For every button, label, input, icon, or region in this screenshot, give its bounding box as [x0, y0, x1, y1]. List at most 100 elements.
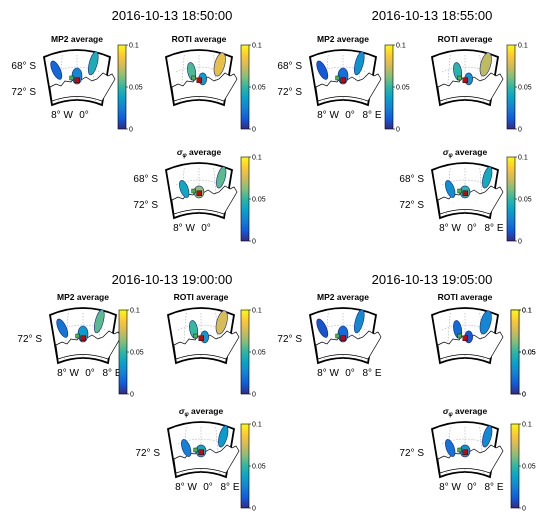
- station-marker: [335, 333, 340, 339]
- colorbar-tick-label: 0.05: [252, 464, 266, 471]
- station-marker: [462, 335, 468, 341]
- lon-label: 8° E: [362, 110, 381, 121]
- coastline: [315, 72, 382, 102]
- colorbar-bar: [506, 156, 516, 242]
- data-blob: [216, 166, 227, 189]
- station-marker: [340, 335, 346, 341]
- colorbar-tick-label: 0.05: [130, 350, 144, 357]
- colorbar: 0.1 0.05 0: [506, 43, 532, 134]
- data-blob: [482, 425, 493, 448]
- colorbar-tick-label: 0: [396, 127, 400, 134]
- station-marker: [80, 335, 86, 341]
- station-marker: [462, 77, 468, 83]
- colorbar-tick-label: 0: [252, 392, 256, 399]
- panel-title: ROTI average: [174, 292, 229, 302]
- lon-label: 8° W: [175, 482, 197, 493]
- station-marker: [335, 75, 340, 81]
- colorbar-tick-label: 0.1: [396, 43, 406, 50]
- lon-label: 8° E: [220, 482, 239, 493]
- colorbar: 0.1 0.05 0: [510, 308, 536, 399]
- colorbar-tick-label: 0.05: [129, 85, 143, 92]
- colorbar-bar: [240, 423, 250, 509]
- panel-title: σφ average: [443, 147, 488, 159]
- lon-label: 0°: [467, 223, 477, 234]
- data-blob: [94, 309, 105, 334]
- lon-label: 8° E: [484, 482, 503, 493]
- colorbar-bar: [510, 423, 520, 509]
- lat-label: 72° S: [17, 334, 42, 345]
- colorbar: 0.1 0.05 0: [384, 43, 410, 134]
- lat-label: 68° S: [277, 61, 302, 72]
- station-marker: [69, 75, 74, 81]
- colorbar-tick-label: 0.05: [522, 464, 536, 471]
- colorbar-bar: [240, 309, 250, 395]
- map-panel: MP2 average 72° S 8° W 0° 8° E: [17, 292, 121, 379]
- lat-label: 72° S: [399, 448, 424, 459]
- colorbar-tick-label: 0.1: [252, 43, 262, 50]
- station-marker: [340, 77, 346, 83]
- coastline: [171, 72, 238, 102]
- sigma-suffix: average: [187, 147, 222, 157]
- station-marker: [193, 333, 198, 339]
- lat-label: 72° S: [399, 200, 424, 211]
- colorbar-tick-label: 0: [518, 127, 522, 134]
- lon-label: 8° W: [317, 110, 339, 121]
- station-marker: [191, 188, 196, 194]
- panel-title: ROTI average: [438, 292, 493, 302]
- colorbar-tick-label: 0: [522, 392, 526, 399]
- map-panel: ROTI average: [166, 292, 240, 365]
- lat-label: 72° S: [133, 200, 158, 211]
- colorbar-tick-label: 0.05: [522, 350, 536, 357]
- data-blob: [316, 318, 329, 338]
- colorbar-tick-label: 0.05: [252, 197, 266, 204]
- sigma-subscript: φ: [184, 412, 189, 418]
- lon-label: 8° W: [439, 223, 461, 234]
- map-panel: MP2 average 72° S 8° W 0° 8° E: [277, 292, 381, 379]
- colorbar: 0.1 0.05 0: [240, 43, 266, 134]
- coastline: [171, 185, 238, 215]
- station-marker: [198, 335, 204, 341]
- sigma-symbol: σ: [179, 406, 185, 416]
- colorbar-tick-label: 0.1: [522, 308, 532, 315]
- time-title: 2016-10-13 18:50:00: [112, 8, 233, 23]
- sigma-subscript: φ: [448, 153, 453, 159]
- lon-label: 0°: [85, 368, 95, 379]
- map-panel: σφ average 72° S 8° W 0° 8° E: [399, 406, 503, 493]
- data-blob: [56, 318, 69, 338]
- colorbar-tick-label: 0: [252, 506, 256, 513]
- station-marker: [198, 449, 204, 455]
- map-panel: σφ average 68° S 72° S 8° W 0° 8° E: [399, 147, 503, 234]
- colorbar-tick-label: 0.05: [522, 350, 536, 357]
- data-blob: [215, 310, 228, 335]
- sigma-suffix: average: [189, 406, 224, 416]
- station-marker: [196, 77, 202, 83]
- colorbar: 0.1 0.05 0: [506, 155, 532, 246]
- colorbar: 0.1 0.05 0: [240, 422, 266, 513]
- station-marker: [191, 75, 196, 81]
- colorbar-tick-label: 0.1: [129, 43, 139, 50]
- panel-title: MP2 average: [317, 34, 369, 44]
- panel-title: MP2 average: [57, 292, 109, 302]
- colorbar: 0.1 0.05 0: [240, 155, 266, 246]
- lat-label: 72° S: [277, 334, 302, 345]
- lon-label: 8° W: [51, 110, 73, 121]
- panel-title: MP2 average: [51, 34, 103, 44]
- colorbar-bar: [510, 309, 520, 395]
- lat-label: 68° S: [399, 174, 424, 185]
- panel-title: MP2 average: [317, 292, 369, 302]
- colorbar-bar: [117, 44, 127, 130]
- colorbar-tick-label: 0: [252, 127, 256, 134]
- sigma-symbol: σ: [443, 147, 449, 157]
- lon-label: 0°: [345, 368, 355, 379]
- data-blob: [50, 60, 63, 80]
- data-blob: [354, 51, 365, 76]
- colorbar-tick-label: 0.1: [518, 43, 528, 50]
- lat-label: 68° S: [11, 61, 36, 72]
- sigma-suffix: average: [453, 406, 488, 416]
- lon-label: 8° W: [317, 368, 339, 379]
- lon-label: 0°: [203, 482, 213, 493]
- lon-label: 0°: [201, 223, 211, 234]
- colorbar-tick-label: 0: [522, 506, 526, 513]
- lat-label: 72° S: [11, 87, 36, 98]
